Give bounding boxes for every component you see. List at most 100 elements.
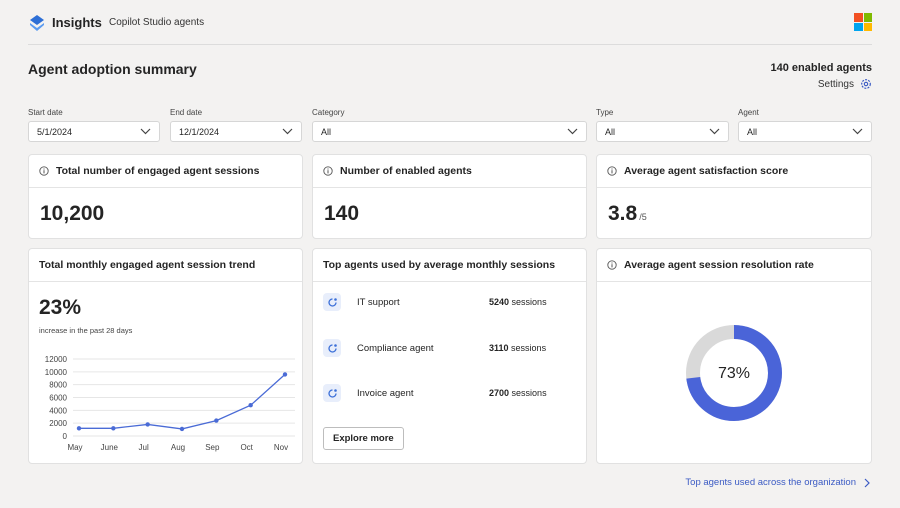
app-name: Insights	[52, 15, 102, 30]
y-tick-label: 10000	[45, 368, 68, 377]
y-tick-label: 6000	[49, 394, 67, 403]
agent-dropdown[interactable]: All	[738, 121, 872, 142]
x-tick-label: Nov	[274, 443, 288, 452]
info-icon	[607, 166, 617, 176]
x-tick-label: Jul	[139, 443, 149, 452]
category-value: All	[321, 126, 332, 137]
enabled-agents-count: 140 enabled agents	[770, 62, 873, 74]
type-filter: Type All	[596, 108, 729, 142]
chevron-right-icon	[864, 478, 870, 487]
agent-name: IT support	[357, 296, 400, 308]
end-date-dropdown[interactable]: 12/1/2024	[170, 121, 302, 142]
data-point	[179, 426, 185, 432]
category-dropdown[interactable]: All	[312, 121, 587, 142]
satisfaction-kpi-value: 3.8/5	[608, 202, 647, 226]
satisfaction-score: 3.8	[608, 202, 638, 225]
agent-filter: Agent All	[738, 108, 872, 142]
agent-row-invoice[interactable]: Invoice agent 2700 sessions	[323, 383, 578, 403]
card-header: Top agents used by average monthly sessi…	[313, 249, 586, 282]
info-icon	[39, 166, 49, 176]
resolution-title: Average agent session resolution rate	[624, 259, 814, 271]
settings-label: Settings	[817, 78, 854, 90]
info-icon	[323, 166, 333, 176]
sessions-kpi-card: Total number of engaged agent sessions 1…	[28, 154, 303, 239]
data-point	[76, 426, 82, 431]
x-tick-label: Sep	[205, 443, 220, 452]
page-title: Agent adoption summary	[28, 61, 197, 77]
trend-percent: 23%	[39, 296, 82, 319]
top-agents-title: Top agents used by average monthly sessi…	[323, 259, 556, 271]
agent-row-compliance[interactable]: Compliance agent 3110 sessions	[323, 338, 578, 358]
data-point	[145, 422, 150, 427]
agent-sessions: 5240 sessions	[489, 297, 547, 307]
sessions-kpi-title: Total number of engaged agent sessions	[56, 165, 260, 177]
donut-value-arc	[686, 325, 782, 421]
insights-logo-icon	[30, 15, 44, 31]
end-date-label: End date	[170, 108, 203, 117]
card-header: Total number of engaged agent sessions	[29, 155, 302, 188]
chevron-down-icon	[140, 128, 151, 135]
category-filter: Category All	[312, 108, 587, 142]
x-tick-label: Oct	[240, 443, 253, 452]
x-tick-label: May	[67, 443, 82, 452]
agent-name: Invoice agent	[357, 387, 414, 399]
agent-icon	[323, 384, 341, 402]
enabled-kpi-card: Number of enabled agents 140	[312, 154, 587, 239]
end-date-filter: End date 12/1/2024	[170, 108, 302, 142]
donut-label: 73%	[718, 365, 750, 382]
enabled-kpi-title: Number of enabled agents	[340, 165, 472, 177]
start-date-value: 5/1/2024	[37, 126, 73, 137]
x-tick-label: June	[101, 443, 119, 452]
agent-sessions: 2700 sessions	[489, 388, 547, 398]
enabled-kpi-value: 140	[324, 202, 360, 225]
trend-subtitle: increase in the past 28 days	[39, 326, 133, 335]
resolution-donut-chart: 73%	[686, 325, 782, 421]
y-tick-label: 8000	[49, 381, 67, 390]
agent-row-it-support[interactable]: IT support 5240 sessions	[323, 292, 578, 312]
end-date-value: 12/1/2024	[179, 126, 220, 137]
type-dropdown[interactable]: All	[596, 121, 729, 142]
type-value: All	[605, 126, 616, 137]
satisfaction-kpi-card: Average agent satisfaction score 3.8/5	[596, 154, 872, 239]
chevron-down-icon	[567, 128, 578, 135]
card-header: Number of enabled agents	[313, 155, 586, 188]
data-point	[248, 403, 253, 408]
resolution-card: Average agent session resolution rate 73…	[596, 248, 872, 464]
y-tick-label: 4000	[49, 406, 67, 415]
explore-more-button[interactable]: Explore more	[323, 427, 404, 450]
card-header: Average agent satisfaction score	[597, 155, 871, 188]
x-tick-label: Aug	[171, 443, 185, 452]
info-icon	[607, 260, 617, 270]
agent-label: Agent	[738, 108, 759, 117]
series-line	[79, 373, 286, 430]
card-header: Total monthly engaged agent session tren…	[29, 249, 302, 282]
start-date-filter: Start date 5/1/2024	[28, 108, 160, 142]
agent-name: Compliance agent	[357, 342, 434, 354]
type-label: Type	[596, 108, 614, 117]
chevron-down-icon	[282, 128, 293, 135]
top-bar: Insights Copilot Studio agents	[28, 0, 872, 45]
agent-icon	[323, 293, 341, 311]
y-tick-label: 2000	[49, 419, 67, 428]
data-point	[214, 418, 219, 423]
app-subtitle: Copilot Studio agents	[109, 17, 205, 28]
agent-sessions: 3110 sessions	[489, 343, 547, 353]
satisfaction-kpi-title: Average agent satisfaction score	[624, 165, 789, 177]
start-date-label: Start date	[28, 108, 63, 117]
y-tick-label: 0	[63, 432, 68, 441]
data-point	[111, 426, 116, 431]
gear-icon	[861, 79, 871, 89]
microsoft-logo-icon	[854, 13, 872, 31]
settings-link[interactable]: Settings	[818, 78, 872, 90]
category-label: Category	[312, 108, 345, 117]
sessions-kpi-value: 10,200	[40, 202, 105, 225]
agent-value: All	[747, 126, 758, 137]
top-agents-org-link-label: Top agents used across the organization	[685, 477, 856, 488]
agent-icon	[323, 339, 341, 357]
card-header: Average agent session resolution rate	[597, 249, 871, 282]
trend-title: Total monthly engaged agent session tren…	[39, 259, 256, 271]
data-point	[282, 372, 288, 377]
top-agents-org-link[interactable]: Top agents used across the organization	[685, 477, 870, 488]
y-tick-label: 12000	[45, 355, 68, 364]
start-date-dropdown[interactable]: 5/1/2024	[28, 121, 160, 142]
